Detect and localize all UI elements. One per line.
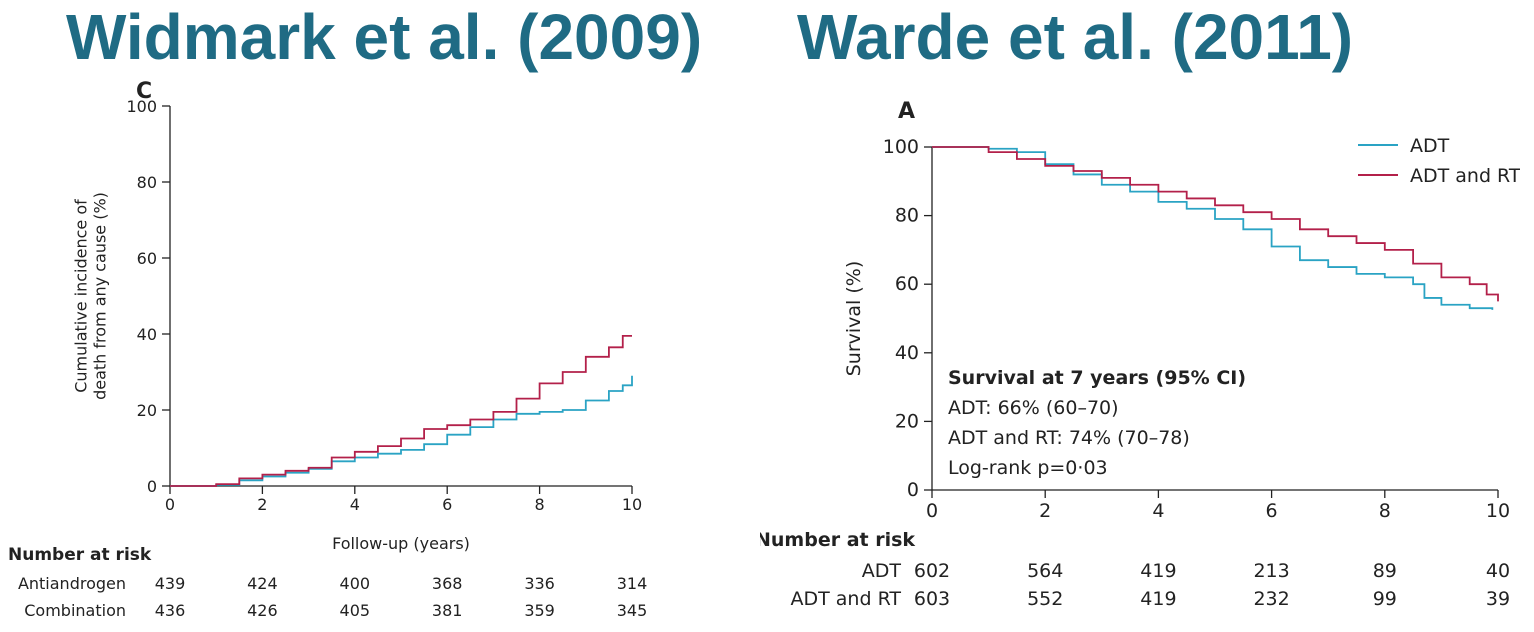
x-tick-label: 2 [1039,500,1051,522]
y-axis-label-line: Cumulative incidence of [71,199,90,393]
x-tick-label: 10 [1486,500,1510,522]
risk-value: 564 [1027,560,1063,582]
x-tick-label: 0 [165,495,175,514]
left-panel-title: Widmark et al. (2009) [66,1,703,73]
y-tick-label: 0 [907,479,919,501]
risk-value: 359 [524,601,555,620]
risk-value: 368 [432,574,463,593]
risk-table-header: Number at risk [760,529,915,551]
risk-value: 400 [340,574,371,593]
x-tick-label: 2 [257,495,267,514]
series-line-antiandrogen [170,375,633,487]
y-tick-label: 40 [137,325,157,344]
risk-value: 232 [1253,588,1289,610]
x-tick-label: 6 [1266,500,1278,522]
series-line-combination [170,335,632,487]
x-tick-label: 0 [926,500,938,522]
y-tick-label: 100 [883,136,919,158]
y-axis-label: Survival (%) [843,261,865,377]
x-tick-label: 10 [622,495,642,514]
risk-value: 419 [1140,560,1176,582]
risk-value: 40 [1486,560,1510,582]
y-tick-label: 60 [137,249,157,268]
legend-label: ADT [1410,135,1450,157]
risk-value: 419 [1140,588,1176,610]
risk-row-label: Antiandrogen [18,574,126,593]
y-axis-label-line: Survival (%) [843,261,865,377]
risk-value: 603 [914,588,950,610]
y-axis-label-line: death from any cause (%) [91,192,110,400]
risk-value: 314 [617,574,648,593]
y-tick-label: 100 [126,97,157,116]
warde-survival-chart: A 0 20 40 60 80 100 0 2 4 6 8 10 Survival (%) ADT ADT a… [760,99,1520,610]
right-panel-title: Warde et al. (2011) [797,1,1354,73]
y-tick-label: 40 [895,342,919,364]
series-line-adt-and-rt [932,146,1499,302]
annotation-line: ADT and RT: 74% (70–78) [948,427,1190,449]
panel-label: A [898,99,915,124]
y-tick-label: 20 [895,410,919,432]
x-tick-label: 4 [1152,500,1164,522]
y-axis-label: Cumulative incidence ofdeath from any ca… [71,192,109,400]
legend-label: ADT and RT [1410,165,1520,187]
risk-value: 381 [432,601,463,620]
risk-value: 436 [155,601,186,620]
annotation-line: ADT: 66% (60–70) [948,397,1119,419]
risk-value: 552 [1027,588,1063,610]
risk-value: 426 [247,601,278,620]
risk-row-label: ADT and RT [791,588,902,610]
risk-value: 99 [1373,588,1397,610]
risk-value: 336 [524,574,555,593]
x-tick-label: 4 [350,495,360,514]
widmark-incidence-chart: C 0 20 40 60 80 100 0 2 4 6 8 10 Cumulative incidence… [8,79,648,620]
panel-label: C [136,79,152,104]
y-tick-label: 60 [895,273,919,295]
risk-value: 213 [1253,560,1289,582]
x-axis-label: Follow-up (years) [332,534,470,553]
x-tick-label: 8 [535,495,545,514]
y-tick-label: 0 [147,477,157,496]
risk-row-label: ADT [862,560,902,582]
risk-value: 89 [1373,560,1397,582]
y-tick-label: 80 [137,173,157,192]
risk-row-label: Combination [24,601,126,620]
y-tick-label: 80 [895,205,919,227]
annotation-title: Survival at 7 years (95% CI) [948,367,1246,389]
risk-value: 39 [1486,588,1510,610]
x-tick-label: 8 [1379,500,1391,522]
annotation-line: Log-rank p=0·03 [948,457,1108,479]
risk-value: 424 [247,574,278,593]
x-tick-label: 6 [442,495,452,514]
risk-value: 345 [617,601,648,620]
risk-value: 602 [914,560,950,582]
series-line-adt [932,146,1494,310]
risk-value: 405 [340,601,371,620]
y-tick-label: 20 [137,401,157,420]
risk-table-header: Number at risk [8,545,152,565]
risk-value: 439 [155,574,186,593]
